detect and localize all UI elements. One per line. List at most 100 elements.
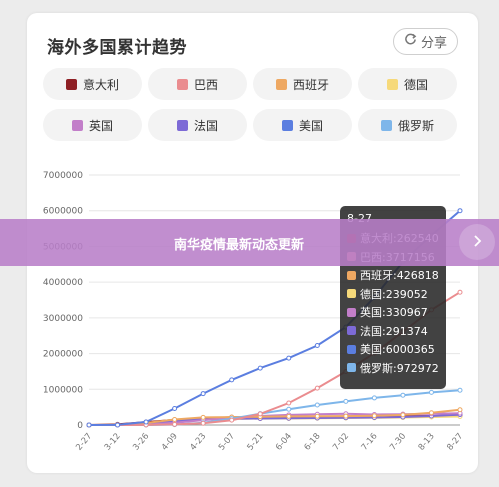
tooltip-value: 英国:330967: [360, 306, 428, 320]
tooltip-value: 西班牙:426818: [360, 269, 439, 283]
legend-item[interactable]: 美国: [253, 109, 352, 141]
legend-item[interactable]: 英国: [43, 109, 142, 141]
legend-label: 法国: [193, 118, 218, 133]
x-tick-label: 7-16: [360, 432, 380, 453]
legend-swatch: [281, 119, 293, 131]
legend: 意大利 巴西 西班牙 德国英国 法国 美国 俄罗斯: [43, 68, 463, 141]
legend-swatch: [386, 78, 398, 90]
data-point: [172, 421, 178, 427]
data-point: [286, 400, 292, 406]
tooltip-value: 法国:291374: [360, 324, 428, 338]
y-tick-label: 4000000: [43, 278, 83, 288]
series-line-西班牙: [88, 408, 461, 426]
news-banner[interactable]: 南华疫情最新动态更新: [0, 219, 499, 266]
card-title: 海外多国累计趋势: [47, 38, 187, 58]
tooltip-row: 美国:6000365: [347, 340, 439, 359]
legend-item[interactable]: 西班牙: [253, 68, 352, 100]
share-button[interactable]: 分享: [392, 28, 458, 55]
data-point: [457, 407, 463, 413]
data-point: [257, 411, 263, 417]
legend-swatch: [380, 119, 392, 131]
banner-text: 南华疫情最新动态更新: [174, 238, 305, 253]
tooltip-row: 西班牙:426818: [347, 266, 439, 285]
tooltip-value: 德国:239052: [360, 287, 428, 301]
legend-label: 美国: [298, 118, 323, 133]
data-point: [457, 289, 463, 295]
data-point: [257, 365, 263, 371]
data-point: [400, 412, 406, 418]
legend-swatch: [176, 78, 188, 90]
tooltip-value: 俄罗斯:972972: [360, 361, 439, 375]
data-point: [457, 208, 463, 214]
tooltip-row: 法国:291374: [347, 322, 439, 341]
legend-swatch: [71, 119, 83, 131]
data-point: [428, 389, 434, 395]
data-point: [314, 342, 320, 348]
y-tick-label: 6000000: [43, 207, 83, 217]
chevron-right-icon: [470, 233, 484, 252]
data-point: [200, 391, 206, 397]
tooltip-row: 俄罗斯:972972: [347, 359, 439, 378]
legend-item[interactable]: 法国: [148, 109, 247, 141]
legend-label: 西班牙: [292, 77, 329, 92]
legend-label: 意大利: [82, 77, 119, 92]
y-tick-label: 0: [77, 421, 83, 431]
legend-item[interactable]: 俄罗斯: [358, 109, 457, 141]
data-point: [343, 398, 349, 404]
data-point: [115, 422, 121, 428]
data-point: [457, 387, 463, 393]
tooltip-swatch: [347, 307, 356, 317]
data-point: [371, 413, 377, 419]
tooltip-row: 英国:330967: [347, 303, 439, 322]
x-tick-label: 5-07: [217, 432, 237, 453]
data-point: [286, 413, 292, 419]
data-point: [229, 377, 235, 383]
data-point: [143, 419, 149, 425]
data-point: [86, 422, 92, 428]
share-label: 分享: [420, 36, 447, 51]
data-point: [428, 410, 434, 416]
y-tick-label: 3000000: [43, 314, 83, 324]
data-point: [314, 413, 320, 419]
legend-label: 德国: [403, 77, 428, 92]
x-tick-label: 8-27: [445, 432, 465, 453]
share-icon: [404, 33, 417, 50]
x-tick-label: 3-26: [131, 432, 151, 453]
legend-label: 英国: [88, 118, 113, 133]
x-tick-label: 2-27: [74, 432, 94, 453]
x-tick-label: 4-23: [188, 432, 208, 453]
legend-item[interactable]: 意大利: [43, 68, 142, 100]
y-tick-label: 1000000: [43, 385, 83, 395]
x-tick-label: 4-09: [160, 432, 180, 453]
legend-swatch: [176, 119, 188, 131]
x-tick-label: 7-30: [388, 432, 408, 453]
tooltip-swatch: [347, 344, 356, 354]
legend-item[interactable]: 德国: [358, 68, 457, 100]
y-tick-label: 2000000: [43, 350, 83, 360]
data-point: [314, 402, 320, 408]
legend-swatch: [65, 78, 77, 90]
data-point: [286, 355, 292, 361]
tooltip-swatch: [347, 289, 356, 299]
data-point: [172, 417, 178, 423]
x-tick-label: 6-04: [274, 432, 294, 453]
legend-label: 巴西: [193, 77, 218, 92]
data-point: [172, 405, 178, 411]
x-tick-label: 5-21: [245, 432, 265, 453]
data-point: [400, 392, 406, 398]
legend-label: 俄罗斯: [397, 118, 434, 133]
tooltip-swatch: [347, 326, 356, 336]
tooltip-row: 德国:239052: [347, 285, 439, 304]
data-point: [229, 417, 235, 423]
y-tick-label: 7000000: [43, 171, 83, 181]
x-tick-label: 8-13: [417, 432, 437, 453]
next-button[interactable]: [459, 224, 495, 260]
data-point: [200, 414, 206, 420]
data-point: [286, 406, 292, 412]
x-tick-label: 3-12: [103, 432, 123, 453]
tooltip-value: 美国:6000365: [360, 343, 435, 357]
data-point: [314, 385, 320, 391]
legend-item[interactable]: 巴西: [148, 68, 247, 100]
legend-swatch: [275, 78, 287, 90]
tooltip-swatch: [347, 363, 356, 373]
